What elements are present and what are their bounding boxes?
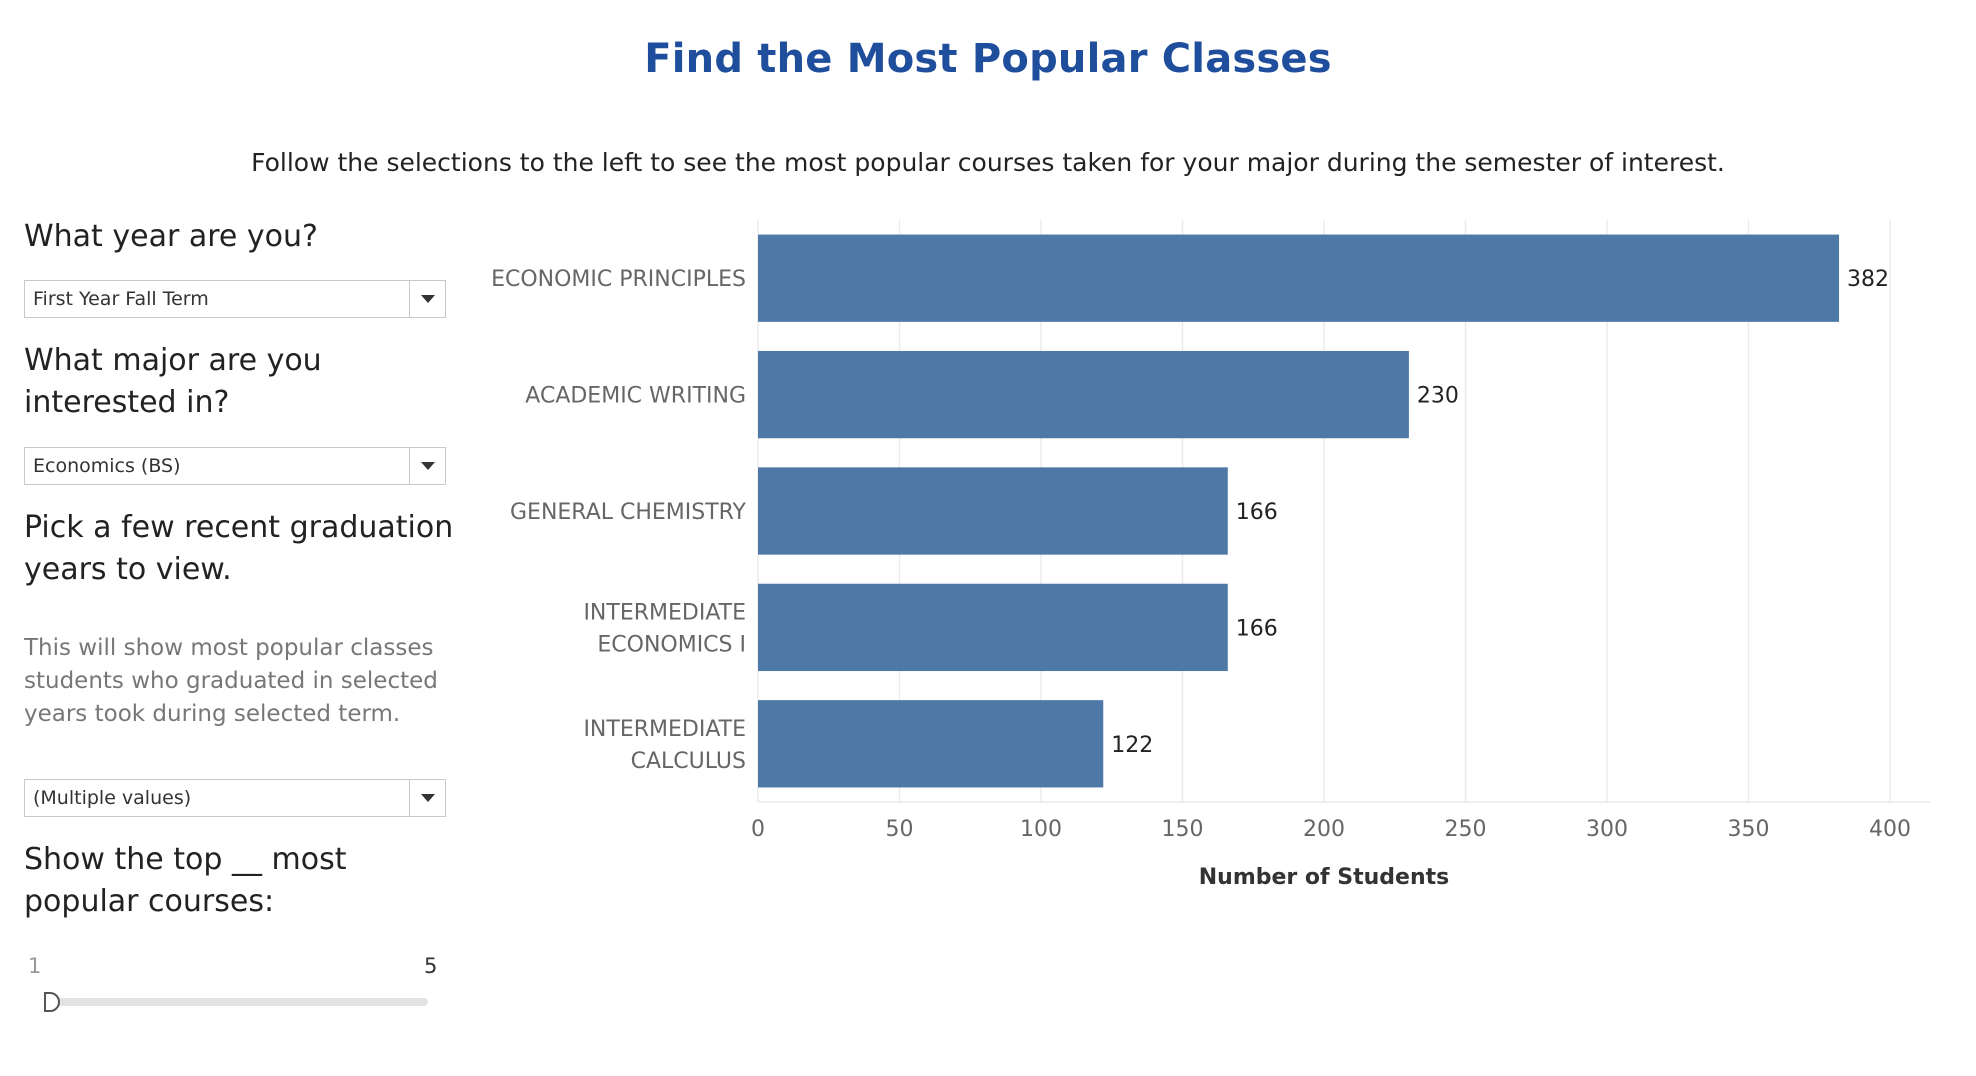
year-question: What year are you? [24,219,318,254]
bar-chart: 382 ECONOMIC PRINCIPLES 230 ACADEMIC WRITIN… [491,220,1930,890]
major-dropdown[interactable]: Economics (BS) [24,447,446,485]
x-tick-label: 200 [1303,817,1345,842]
x-tick-label: 150 [1162,817,1204,842]
x-tick-label: 400 [1869,817,1911,842]
major-question: What major are you interested in? [24,343,322,420]
category-label: CALCULUS [631,749,746,774]
data-label: 166 [1236,500,1278,525]
grad-years-dropdown[interactable]: (Multiple values) [24,779,446,817]
data-label: 122 [1111,733,1153,758]
page-title: Find the Most Popular Classes [644,36,1332,82]
slider-max-label: 5 [424,954,438,978]
category-label: ACADEMIC WRITING [525,384,746,409]
top-n-question: Show the top __ most popular courses: [24,842,347,919]
category-label: ECONOMIC PRINCIPLES [491,267,746,292]
category-label: GENERAL CHEMISTRY [510,500,747,525]
slider-min-label: 1 [28,954,42,978]
bar[interactable] [758,467,1228,555]
top-n-slider-thumb[interactable] [44,992,60,1012]
grad-years-dropdown-value: (Multiple values) [33,787,192,809]
bar[interactable] [758,583,1228,672]
data-label: 166 [1236,616,1278,641]
caret-down-icon[interactable] [409,281,445,317]
page-subtitle: Follow the selections to the left to see… [251,148,1725,177]
data-label: 382 [1847,267,1889,292]
major-dropdown-value: Economics (BS) [33,455,181,477]
bar[interactable] [758,234,1840,322]
x-tick-label: 250 [1445,817,1487,842]
caret-down-icon[interactable] [409,448,445,484]
bar[interactable] [758,350,1409,439]
category-label: INTERMEDIATE [583,600,746,625]
top-n-slider-track[interactable] [44,998,428,1006]
x-tick-label: 0 [751,817,765,842]
year-dropdown[interactable]: First Year Fall Term [24,280,446,318]
category-label: INTERMEDIATE [583,717,746,742]
category-label: ECONOMICS I [597,632,746,657]
grad-years-note: This will show most popular classes stud… [24,635,438,727]
year-dropdown-value: First Year Fall Term [33,288,209,310]
bar[interactable] [758,700,1104,788]
x-tick-label: 50 [886,817,914,842]
x-tick-label: 100 [1020,817,1062,842]
x-tick-label: 300 [1586,817,1628,842]
x-tick-label: 350 [1728,817,1770,842]
grad-years-question: Pick a few recent graduation years to vi… [24,510,454,587]
caret-down-icon[interactable] [409,780,445,816]
x-axis-title: Number of Students [1199,865,1450,890]
data-label: 230 [1417,384,1459,409]
